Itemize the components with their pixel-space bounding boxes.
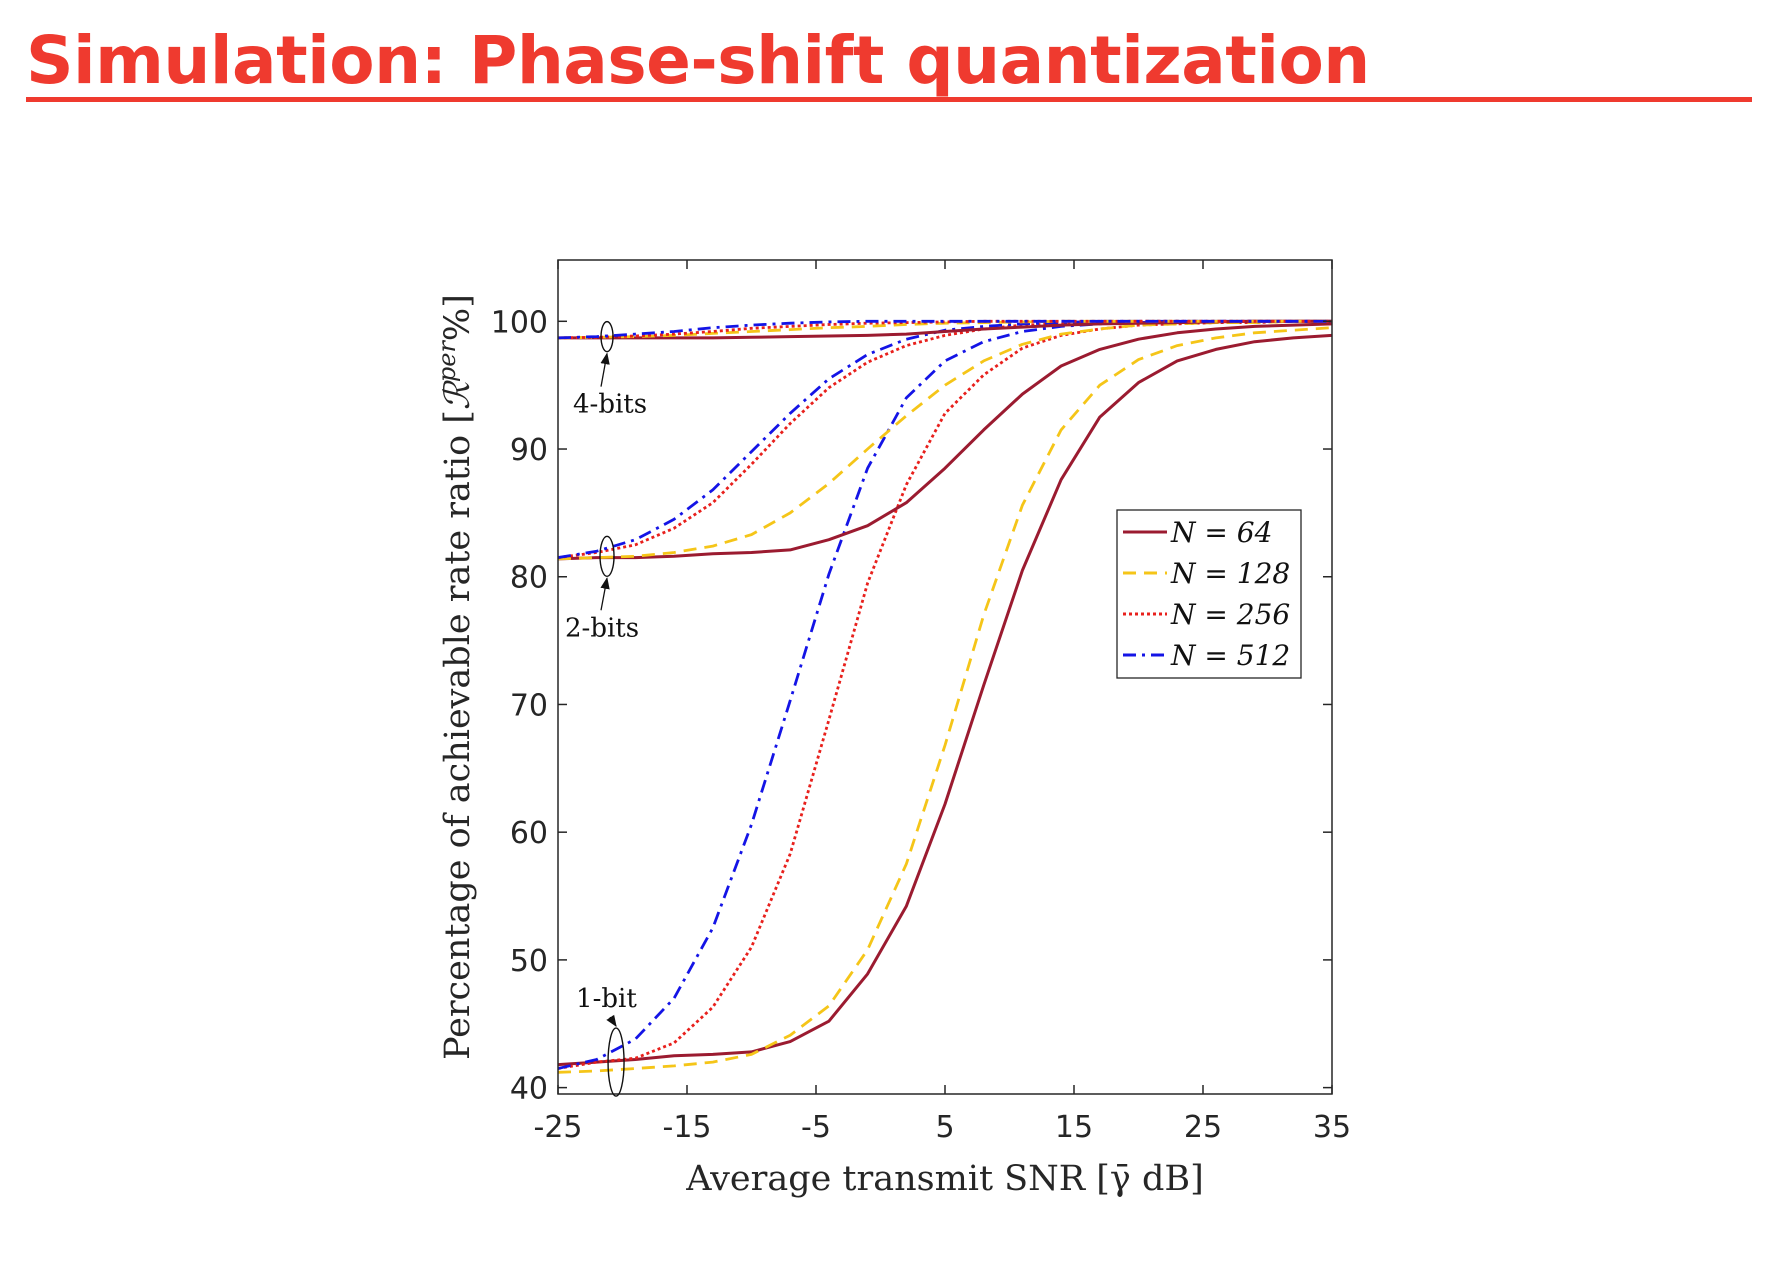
annotation-ellipse [599,535,615,578]
x-tick-label: -5 [801,1110,831,1145]
annotation-arrow [600,577,610,611]
annotation-arrow [600,352,610,387]
y-tick-label: 60 [510,816,548,851]
series-line-1-bit-n64 [558,333,1332,1067]
x-tick-label: 25 [1184,1110,1222,1145]
x-axis-title: Average transmit SNR [γ̄ dB] [685,1159,1203,1199]
y-axis-title-sup: per [433,340,461,383]
annotation-ellipse [607,1027,625,1097]
y-tick-label: 50 [510,944,548,979]
x-tick-label: 35 [1313,1110,1351,1145]
y-tick-label: 90 [510,433,548,468]
legend-label: N = 64 [1170,516,1272,549]
legend-box [1116,509,1302,679]
series-line-4-bits-n512 [558,319,1332,340]
annotation-arrow [606,1014,617,1028]
y-tick-label: 70 [510,688,548,723]
series-line-4-bits-n128 [558,319,1332,340]
y-axis-title-tail: %] [438,294,478,341]
annotation-label: 2-bits [565,613,639,643]
y-tick-label: 80 [510,561,548,596]
title-underline [26,97,1752,102]
legend: N = 64 N = 128 N = 256 N = 512 [1116,509,1302,679]
y-axis-title: Percentage of achievable rate ratio [ℛpe… [433,294,478,1060]
y-tick-label: 40 [510,1072,548,1107]
series-line-2-bits-n64 [558,322,1332,561]
slide-title: Simulation: Phase-shift quantization [26,22,1370,99]
legend-label: N = 128 [1170,557,1290,590]
legend-label: N = 512 [1170,639,1290,672]
annotation-ellipse [600,320,614,353]
x-tick-label: 5 [935,1110,954,1145]
annotation-label: 1-bit [576,984,637,1014]
series-line-1-bit-n128 [558,326,1332,1074]
x-tick-label: 15 [1055,1110,1093,1145]
series-line-2-bits-n128 [558,319,1332,561]
legend-label: N = 256 [1170,598,1290,631]
x-tick-label: -25 [534,1110,583,1145]
y-tick-label: 100 [491,305,548,340]
series-line-2-bits-n256 [558,319,1332,559]
y-axis-title-symbol: ℛ [438,380,478,410]
y-axis-title-main: Percentage of achievable rate ratio [ [438,410,478,1060]
x-tick-label: -15 [663,1110,712,1145]
annotation-label: 4-bits [573,390,647,420]
